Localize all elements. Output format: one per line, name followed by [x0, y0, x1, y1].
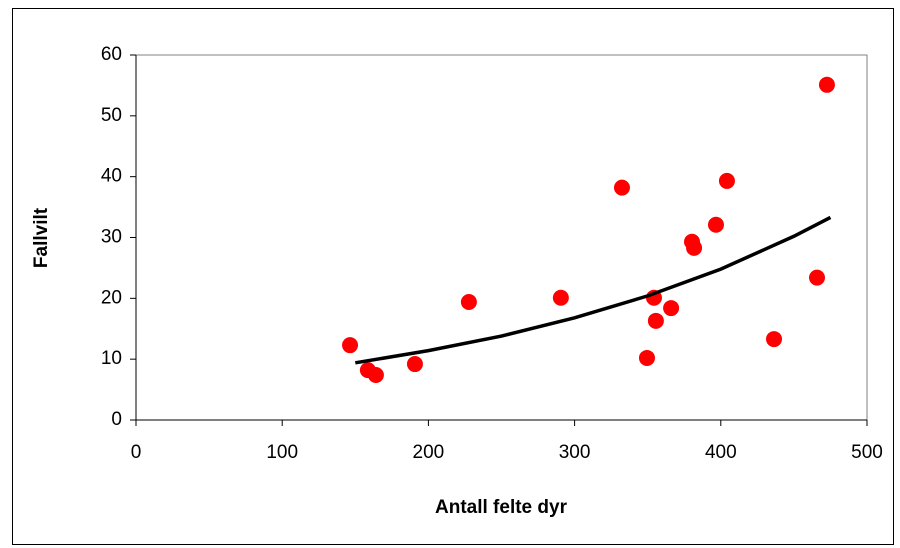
x-tick-label: 400 — [705, 442, 737, 463]
x-tick-label: 200 — [413, 442, 445, 463]
y-tick-label: 40 — [101, 166, 122, 187]
data-point — [686, 239, 703, 256]
y-tick-label: 50 — [101, 105, 122, 126]
data-point — [663, 300, 680, 317]
data-point — [766, 331, 783, 348]
x-tick-label: 500 — [851, 442, 883, 463]
trend-line — [355, 215, 832, 365]
y-tick-label: 20 — [101, 287, 122, 308]
y-tick-label: 60 — [101, 44, 122, 65]
x-axis-label: Antall felte dyr — [435, 497, 568, 518]
y-axis-label: Fallvilt — [31, 207, 52, 268]
data-point — [367, 366, 384, 383]
data-point — [638, 349, 655, 366]
y-tick-label: 0 — [111, 409, 122, 430]
x-tick-label: 0 — [131, 442, 142, 463]
data-point — [818, 76, 835, 93]
data-point — [406, 356, 423, 373]
data-point — [707, 216, 724, 233]
data-point — [552, 289, 569, 306]
x-tick-label: 300 — [559, 442, 591, 463]
y-tick-label: 10 — [101, 348, 122, 369]
data-point — [647, 312, 664, 329]
plot-area — [135, 54, 868, 421]
x-tick-label: 100 — [266, 442, 298, 463]
data-point — [808, 269, 825, 286]
data-point — [460, 293, 477, 310]
data-point — [613, 179, 630, 196]
y-tick-label: 30 — [101, 227, 122, 248]
data-point — [342, 337, 359, 354]
data-point — [718, 172, 735, 189]
